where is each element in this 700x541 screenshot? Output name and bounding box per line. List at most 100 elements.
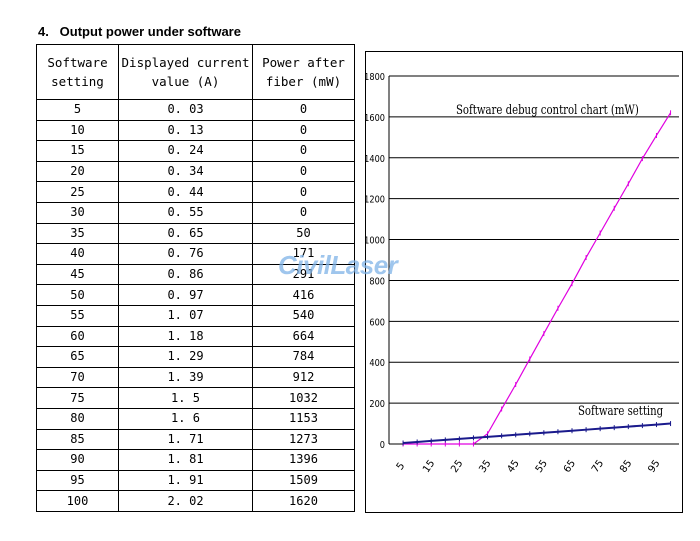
cell-software-setting: 35 (36, 222, 119, 245)
cell-current-value: 0. 13 (118, 119, 253, 142)
cell-current-value: 0. 65 (118, 222, 253, 245)
cell-power: 0 (252, 201, 355, 224)
cell-current-value: 1. 91 (118, 469, 253, 492)
table-row: 60 1. 18 664 (36, 325, 355, 348)
cell-current-value: 2. 02 (118, 490, 253, 512)
table-row: 5 0. 03 0 (36, 99, 355, 121)
watermark-logo: CivilLaser (278, 250, 398, 280)
cell-software-setting: 65 (36, 346, 119, 368)
cell-current-value: 1. 5 (118, 387, 253, 409)
x-tick-label: 15 (421, 458, 437, 475)
cell-software-setting: 50 (36, 284, 119, 306)
cell-software-setting: 80 (36, 407, 119, 430)
series-line (403, 112, 672, 445)
cell-current-value: 1. 81 (118, 449, 253, 471)
debug-control-chart: 0 200 400 600 800 1000 1200 1400 1600 1800 5 15 25 35… (365, 51, 683, 513)
cell-current-value: 1. 29 (118, 346, 253, 368)
output-power-table: Software setting Displayed current value… (36, 44, 355, 512)
cell-software-setting: 40 (36, 243, 119, 265)
y-tick-label: 1200 (366, 195, 385, 206)
series-line (403, 422, 671, 444)
table-row: 100 2. 02 1620 (36, 490, 355, 512)
cell-software-setting: 60 (36, 325, 119, 348)
cell-current-value: 1. 18 (118, 325, 253, 348)
section-heading: 4. Output power under software (38, 24, 241, 39)
y-tick-label: 600 (369, 318, 385, 329)
table-row: 65 1. 29 784 (36, 346, 355, 368)
cell-power: 416 (252, 284, 355, 306)
table-row: 10 0. 13 0 (36, 119, 355, 142)
cell-power: 1032 (252, 387, 355, 409)
table-row: 70 1. 39 912 (36, 366, 355, 389)
y-tick-label: 200 (369, 399, 385, 410)
cell-power: 1509 (252, 469, 355, 492)
cell-software-setting: 20 (36, 160, 119, 183)
table-row: 75 1. 5 1032 (36, 387, 355, 409)
cell-power: 540 (252, 304, 355, 327)
table-row: 50 0. 97 416 (36, 284, 355, 306)
table-row: 95 1. 91 1509 (36, 469, 355, 492)
cell-software-setting: 25 (36, 181, 119, 203)
x-tick-label: 35 (477, 458, 493, 475)
table-header-row: Software setting Displayed current value… (36, 44, 355, 100)
cell-power: 1273 (252, 428, 355, 451)
x-tick-label: 85 (618, 458, 634, 475)
table-row: 80 1. 6 1153 (36, 407, 355, 430)
table-row: 55 1. 07 540 (36, 304, 355, 327)
chart-title: Software debug control chart (mW) (456, 102, 639, 118)
cell-software-setting: 95 (36, 469, 119, 492)
cell-software-setting: 75 (36, 387, 119, 409)
cell-current-value: 0. 34 (118, 160, 253, 183)
cell-software-setting: 85 (36, 428, 119, 451)
table-row: 90 1. 81 1396 (36, 449, 355, 471)
cell-current-value: 0. 44 (118, 181, 253, 203)
table-row: 20 0. 34 0 (36, 160, 355, 183)
cell-current-value: 0. 76 (118, 243, 253, 265)
cell-current-value: 1. 71 (118, 428, 253, 451)
cell-software-setting: 10 (36, 119, 119, 142)
x-tick-label: 95 (646, 458, 662, 475)
cell-power: 0 (252, 140, 355, 162)
cell-software-setting: 5 (36, 99, 119, 121)
table-row: 25 0. 44 0 (36, 181, 355, 203)
x-tick-label: 75 (590, 458, 606, 475)
table-row: 30 0. 55 0 (36, 201, 355, 224)
x-tick-label: 5 (395, 461, 408, 473)
cell-power: 912 (252, 366, 355, 389)
x-tick-label: 25 (449, 458, 465, 475)
cell-power: 50 (252, 222, 355, 245)
cell-power: 1396 (252, 449, 355, 471)
cell-power: 664 (252, 325, 355, 348)
y-tick-label: 1400 (366, 154, 385, 165)
y-tick-label: 1600 (366, 113, 385, 124)
cell-current-value: 0. 55 (118, 201, 253, 224)
x-tick-label: 65 (562, 458, 578, 475)
header-current-value: Displayed current value (A) (118, 44, 253, 100)
cell-current-value: 1. 07 (118, 304, 253, 327)
cell-software-setting: 70 (36, 366, 119, 389)
cell-power: 1153 (252, 407, 355, 430)
cell-power: 0 (252, 99, 355, 121)
table-row: 85 1. 71 1273 (36, 428, 355, 451)
cell-current-value: 0. 24 (118, 140, 253, 162)
y-tick-label: 1800 (366, 72, 385, 83)
cell-software-setting: 100 (36, 490, 119, 512)
table-row: 35 0. 65 50 (36, 222, 355, 245)
series-label: Software setting (578, 403, 664, 419)
header-power-after-fiber: Power after fiber (mW) (252, 44, 355, 100)
cell-power: 0 (252, 160, 355, 183)
cell-current-value: 0. 86 (118, 263, 253, 286)
cell-software-setting: 45 (36, 263, 119, 286)
y-tick-label: 1000 (366, 236, 385, 247)
x-tick-label: 55 (534, 458, 550, 475)
cell-power: 784 (252, 346, 355, 368)
y-tick-label: 800 (369, 277, 385, 288)
cell-power: 0 (252, 119, 355, 142)
cell-software-setting: 15 (36, 140, 119, 162)
x-tick-label: 45 (505, 458, 521, 475)
table-row: 45 0. 86 291 (36, 263, 355, 286)
y-tick-label: 400 (369, 359, 385, 370)
cell-current-value: 1. 6 (118, 407, 253, 430)
table-row: 40 0. 76 171 (36, 243, 355, 265)
cell-power: 0 (252, 181, 355, 203)
